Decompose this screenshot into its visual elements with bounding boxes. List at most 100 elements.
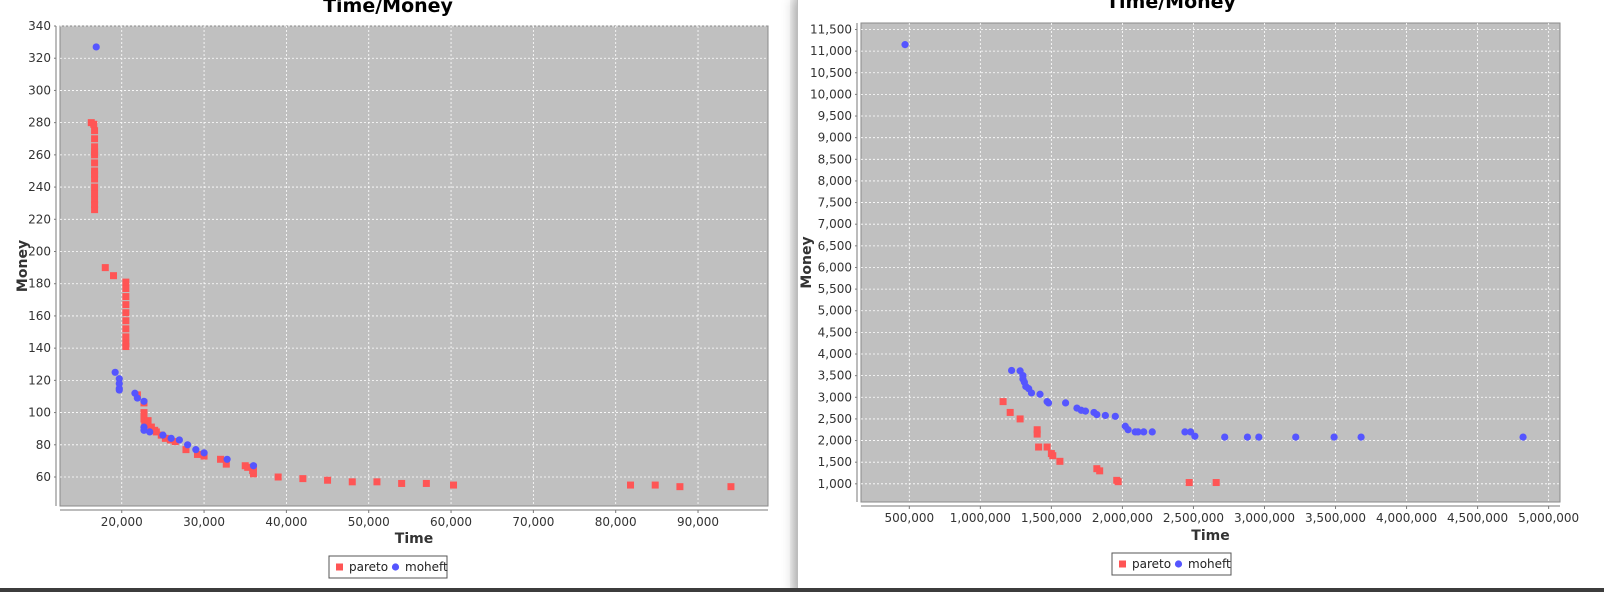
y-tick-label: 5,500 <box>818 282 852 296</box>
y-tick-label: 80 <box>36 438 51 452</box>
data-point-moheft <box>249 462 258 470</box>
data-point-pareto <box>1096 467 1104 475</box>
data-point-pareto <box>91 190 99 198</box>
data-point-pareto <box>91 135 99 143</box>
y-tick-label: 240 <box>28 180 51 194</box>
data-point-pareto <box>91 159 99 167</box>
data-point-moheft <box>1027 389 1036 397</box>
x-tick-label: 4,500,000 <box>1447 511 1508 525</box>
data-point-moheft <box>1181 428 1189 436</box>
x-tick-label: 500,000 <box>884 511 934 525</box>
data-point-moheft <box>1255 433 1263 441</box>
x-tick-label: 30,000 <box>183 515 225 529</box>
x-tick-label: 20,000 <box>101 515 143 529</box>
data-point-moheft <box>1036 390 1044 398</box>
right-chart-panel: Time/Money 1,000 1,500 2,000 2,500 3,000 3,500… <box>797 0 1604 592</box>
data-point-pareto <box>122 285 130 293</box>
data-point-moheft <box>1061 399 1070 407</box>
data-point-pareto <box>999 398 1007 406</box>
data-point-pareto <box>182 446 190 454</box>
data-point-pareto <box>373 478 381 486</box>
y-tick-label: 1,000 <box>818 477 852 491</box>
x-tick-label: 5,000,000 <box>1518 511 1579 525</box>
legend-marker-moheft <box>391 563 400 571</box>
y-tick-label: 280 <box>28 116 51 130</box>
data-point-pareto <box>1033 426 1041 434</box>
y-tick-label: 6,000 <box>818 260 852 274</box>
y-tick-label: 11,500 <box>810 22 852 36</box>
data-point-pareto <box>91 201 99 209</box>
data-point-pareto <box>91 183 99 191</box>
y-tick-label: 140 <box>28 341 51 355</box>
data-point-pareto <box>91 148 99 156</box>
series-moheft <box>92 43 258 470</box>
data-point-pareto <box>152 428 160 436</box>
data-point-pareto <box>1212 479 1220 487</box>
data-point-pareto <box>91 206 99 214</box>
x-axis-title: Time <box>1191 528 1229 544</box>
x-tick-label: 70,000 <box>512 515 554 529</box>
legend-box <box>1111 552 1232 576</box>
y-tick-label: 7,500 <box>818 196 852 210</box>
data-point-moheft <box>1292 433 1300 441</box>
y-tick-label: 8,500 <box>818 152 852 166</box>
y-tick-label: 3,000 <box>818 390 852 404</box>
y-tick-label: 6,500 <box>818 239 852 253</box>
legend-marker-pareto <box>336 563 343 571</box>
data-point-pareto <box>144 417 152 425</box>
data-point-pareto <box>217 455 225 463</box>
data-point-moheft <box>1124 426 1132 434</box>
plot-area <box>860 22 1561 503</box>
data-point-moheft <box>1081 407 1090 415</box>
y-tick-label: 8,000 <box>818 174 852 188</box>
x-tick-label: 60,000 <box>430 515 472 529</box>
y-tick-label: 10,500 <box>810 66 852 80</box>
y-tick-label: 3,500 <box>818 369 852 383</box>
data-point-moheft <box>901 41 909 49</box>
data-point-pareto <box>1016 415 1024 423</box>
data-point-moheft <box>1093 410 1101 419</box>
series-moheft <box>901 41 1527 441</box>
data-point-pareto <box>222 460 230 468</box>
data-point-pareto <box>1033 430 1041 438</box>
y-tick-label: 340 <box>28 19 51 33</box>
data-point-pareto <box>91 143 99 151</box>
x-tick-label: 40,000 <box>265 515 307 529</box>
y-tick-label: 7,000 <box>818 217 852 231</box>
data-point-pareto <box>1049 452 1057 460</box>
y-tick-label: 320 <box>28 51 51 65</box>
x-tick-label: 3,000,000 <box>1234 511 1295 525</box>
y-tick-label: 200 <box>28 245 51 259</box>
x-tick-label: 4,000,000 <box>1376 511 1437 525</box>
data-point-moheft <box>175 436 183 444</box>
x-tick-label: 3,500,000 <box>1305 511 1366 525</box>
data-point-pareto <box>161 434 169 442</box>
data-point-moheft <box>192 446 200 454</box>
data-point-moheft <box>1357 433 1365 441</box>
data-point-moheft <box>1111 412 1119 420</box>
data-point-moheft <box>111 368 119 376</box>
chart-right: Time/Money 1,000 1,500 2,000 2,500 3,000 3,500… <box>799 0 1579 576</box>
data-point-pareto <box>676 483 684 491</box>
data-point-pareto <box>140 409 148 417</box>
data-point-pareto <box>244 463 252 471</box>
y-axis-title: Money <box>15 240 31 292</box>
data-point-pareto <box>450 481 458 489</box>
y-tick-label: 4,000 <box>818 347 852 361</box>
legend-label-pareto: pareto <box>349 560 388 574</box>
chart-left: Time/Money 60 80 100 120 140 160 180 200 220 240 26… <box>15 0 769 579</box>
legend-box <box>328 555 448 579</box>
data-point-pareto <box>651 481 659 489</box>
data-point-moheft <box>133 394 141 402</box>
legend-label-moheft: moheft <box>405 560 448 574</box>
data-point-pareto <box>193 450 201 458</box>
data-point-pareto <box>1035 443 1043 451</box>
data-point-moheft <box>159 431 167 439</box>
data-point-pareto <box>171 438 179 446</box>
x-tick-label: 80,000 <box>595 515 637 529</box>
x-tick-label: 2,000,000 <box>1092 511 1153 525</box>
data-point-pareto <box>1114 478 1122 486</box>
data-point-pareto <box>122 278 130 286</box>
bottom-edge-bar <box>0 588 1604 592</box>
data-point-moheft <box>1134 428 1142 436</box>
